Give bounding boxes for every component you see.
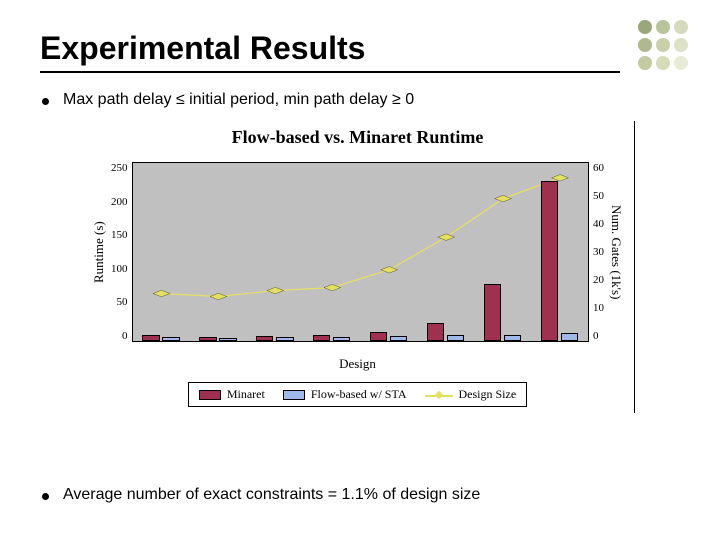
slide-title: Experimental Results (40, 30, 680, 67)
line-marker (210, 293, 227, 300)
bullet-icon (42, 98, 49, 105)
y1-tick: 0 (111, 330, 128, 342)
legend-item: Minaret (199, 387, 265, 402)
bar-flowbased (390, 336, 407, 341)
legend-item: Flow-based w/ STA (283, 387, 407, 402)
y1-tick: 250 (111, 162, 128, 174)
y2-axis-label: Num. Gates (1k's) (608, 162, 624, 342)
legend-label: Minaret (227, 387, 265, 402)
bar-minaret (256, 336, 273, 341)
deco-dot (674, 20, 688, 34)
corner-dot-decoration (638, 20, 690, 72)
deco-dot (656, 20, 670, 34)
line-series-svg (133, 163, 589, 341)
slide: Experimental Results Max path delay ≤ in… (0, 0, 720, 540)
deco-dot (674, 56, 688, 70)
legend-item: Design Size (425, 387, 517, 402)
y2-tick: 10 (593, 302, 604, 314)
deco-dot (638, 20, 652, 34)
line-marker (266, 287, 283, 294)
y1-axis-label: Runtime (s) (91, 162, 107, 342)
legend-label: Design Size (459, 387, 517, 402)
bar-minaret (541, 181, 558, 341)
chart-title: Flow-based vs. Minaret Runtime (91, 127, 624, 148)
x-axis-label: Design (91, 356, 624, 372)
y2-tick: 0 (593, 330, 604, 342)
y2-tick: 20 (593, 274, 604, 286)
chart-area: Runtime (s) 250200150100500 605040302010… (91, 162, 624, 342)
deco-dot (638, 56, 652, 70)
legend-swatch (283, 390, 305, 400)
y1-tick: 150 (111, 229, 128, 241)
bar-flowbased (276, 337, 293, 341)
legend-swatch (199, 390, 221, 400)
y2-tick: 60 (593, 162, 604, 174)
y1-tick: 50 (111, 296, 128, 308)
bar-minaret (199, 337, 216, 341)
bar-flowbased (333, 337, 350, 341)
bullet-1-text: Max path delay ≤ initial period, min pat… (63, 91, 414, 109)
bullet-2-text: Average number of exact constraints = 1.… (63, 486, 480, 504)
bar-flowbased (447, 335, 464, 341)
deco-dot (674, 38, 688, 52)
y2-tick: 40 (593, 218, 604, 230)
bar-minaret (427, 323, 444, 341)
bar-flowbased (162, 337, 179, 341)
y1-tick: 100 (111, 263, 128, 275)
bullet-2: Average number of exact constraints = 1.… (42, 486, 680, 504)
bar-flowbased (504, 335, 521, 341)
title-rule (40, 71, 620, 73)
bar-flowbased (219, 338, 236, 341)
deco-dot (638, 38, 652, 52)
bar-minaret (484, 284, 501, 341)
y1-tick: 200 (111, 196, 128, 208)
y2-tick: 50 (593, 190, 604, 202)
legend: Minaret Flow-based w/ STA Design Size (188, 382, 527, 407)
bar-minaret (370, 332, 387, 341)
line-marker (153, 290, 170, 297)
plot-region (132, 162, 590, 342)
deco-dot (656, 38, 670, 52)
legend-label: Flow-based w/ STA (311, 387, 407, 402)
bar-minaret (142, 335, 159, 341)
bar-minaret (313, 335, 330, 341)
bullet-1: Max path delay ≤ initial period, min pat… (42, 91, 680, 109)
y2-ticks: 60 50 40 30 20 10 0 (589, 162, 608, 342)
chart-container: Flow-based vs. Minaret Runtime Runtime (… (85, 121, 635, 413)
legend-line-icon (425, 390, 453, 400)
bullet-icon (42, 493, 49, 500)
deco-dot (656, 56, 670, 70)
line-design-size (161, 178, 560, 297)
bar-flowbased (561, 333, 578, 341)
y1-ticks: 250 200 150 100 50 0 (107, 162, 132, 342)
y2-tick: 30 (593, 246, 604, 258)
line-marker (437, 234, 454, 241)
